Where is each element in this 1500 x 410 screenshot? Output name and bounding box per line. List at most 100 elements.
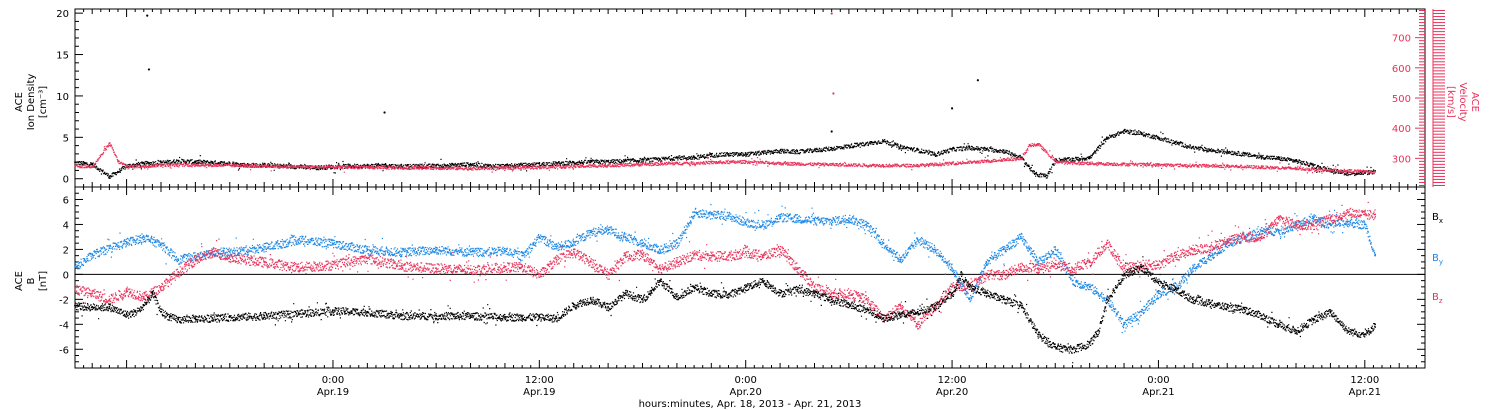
data-point [1363, 223, 1366, 226]
data-point [134, 310, 137, 313]
data-point [744, 152, 747, 155]
data-point [985, 260, 988, 263]
data-point [400, 251, 403, 253]
data-point [607, 164, 610, 166]
data-point [1277, 157, 1280, 159]
data-point [1071, 279, 1074, 282]
y-tick-label-right: 400 [1392, 124, 1411, 135]
data-point [452, 163, 455, 166]
data-point [761, 279, 764, 282]
data-point [607, 228, 610, 231]
data-point [263, 314, 266, 317]
data-point [968, 146, 971, 149]
outlier-point [976, 79, 979, 82]
data-point [297, 238, 300, 241]
data-point [435, 314, 438, 317]
data-point [504, 166, 506, 169]
data-point [74, 304, 76, 307]
data-point [1071, 348, 1074, 351]
data-point [263, 260, 266, 263]
data-point [1002, 149, 1005, 152]
data-point [572, 241, 575, 243]
data-point [504, 164, 506, 167]
data-point [1260, 165, 1263, 168]
x-tick-label-date: Apr.21 [1142, 387, 1174, 398]
data-point [91, 292, 94, 295]
y-tick-label-left: 5 [63, 133, 69, 144]
data-point [985, 273, 988, 276]
data-point [1346, 329, 1349, 332]
data-point [1123, 267, 1125, 270]
data-point [624, 159, 627, 162]
y-tick-label-left: 15 [56, 51, 69, 62]
series-bx [74, 256, 1377, 364]
data-point [1088, 342, 1091, 344]
data-point [1226, 238, 1229, 241]
data-point [538, 236, 541, 238]
data-point [125, 164, 128, 167]
data-point [160, 285, 162, 288]
data-point [1312, 164, 1315, 167]
data-point [1226, 150, 1229, 153]
data-point [228, 162, 231, 164]
data-point [521, 254, 524, 257]
data-point [1037, 260, 1039, 263]
data-point [572, 303, 575, 306]
data-point [865, 308, 867, 311]
data-point [641, 298, 644, 301]
data-point [263, 246, 266, 248]
data-point [211, 161, 214, 164]
data-point [796, 267, 799, 270]
data-point [108, 175, 111, 178]
data-point [74, 288, 76, 291]
data-point [676, 156, 678, 159]
data-point [1174, 254, 1177, 257]
ylabel-line-1: ACE [14, 92, 25, 112]
series-by [74, 204, 1377, 334]
data-point [297, 265, 300, 268]
x-tick-label-time: 12:00 [938, 375, 967, 386]
b-ylabel-line-2: B [26, 277, 37, 284]
data-point [469, 314, 472, 317]
data-point [1054, 263, 1057, 266]
data-point [151, 292, 154, 295]
data-point [1174, 288, 1177, 291]
data-point [1123, 273, 1125, 276]
data-point [366, 165, 369, 168]
data-point [1088, 156, 1091, 159]
x-tick-label-date: Apr.20 [936, 387, 968, 398]
x-tick-label-date: Apr.21 [1349, 387, 1381, 398]
data-point [847, 292, 850, 295]
data-point [1037, 142, 1039, 145]
data-point [1226, 305, 1229, 308]
data-point [985, 148, 988, 150]
data-point [1071, 267, 1074, 270]
data-point [555, 317, 558, 319]
x-tick-label-time: 12:00 [525, 375, 554, 386]
data-point [865, 223, 867, 226]
data-point [693, 253, 696, 256]
data-point [882, 317, 885, 319]
field-legend: Bx By Bz [1432, 212, 1443, 305]
data-point [1174, 141, 1177, 144]
data-point [332, 309, 334, 312]
data-point [1002, 298, 1005, 301]
data-point [1260, 314, 1263, 317]
outlier-point [830, 12, 833, 15]
top-panel-frame [74, 8, 1426, 188]
data-point [1123, 162, 1125, 165]
ylabel-right-line-2: Velocity [1457, 82, 1468, 121]
data-point [168, 315, 171, 318]
data-point [504, 249, 506, 252]
data-point [1157, 280, 1160, 283]
data-point [469, 251, 472, 253]
data-point [435, 166, 438, 169]
data-point [142, 236, 145, 238]
data-point [1019, 157, 1022, 160]
data-point [761, 151, 764, 154]
data-point [916, 238, 919, 241]
data-point [676, 295, 678, 298]
data-point [1088, 260, 1091, 263]
data-point [1191, 267, 1194, 270]
data-point [228, 256, 231, 258]
